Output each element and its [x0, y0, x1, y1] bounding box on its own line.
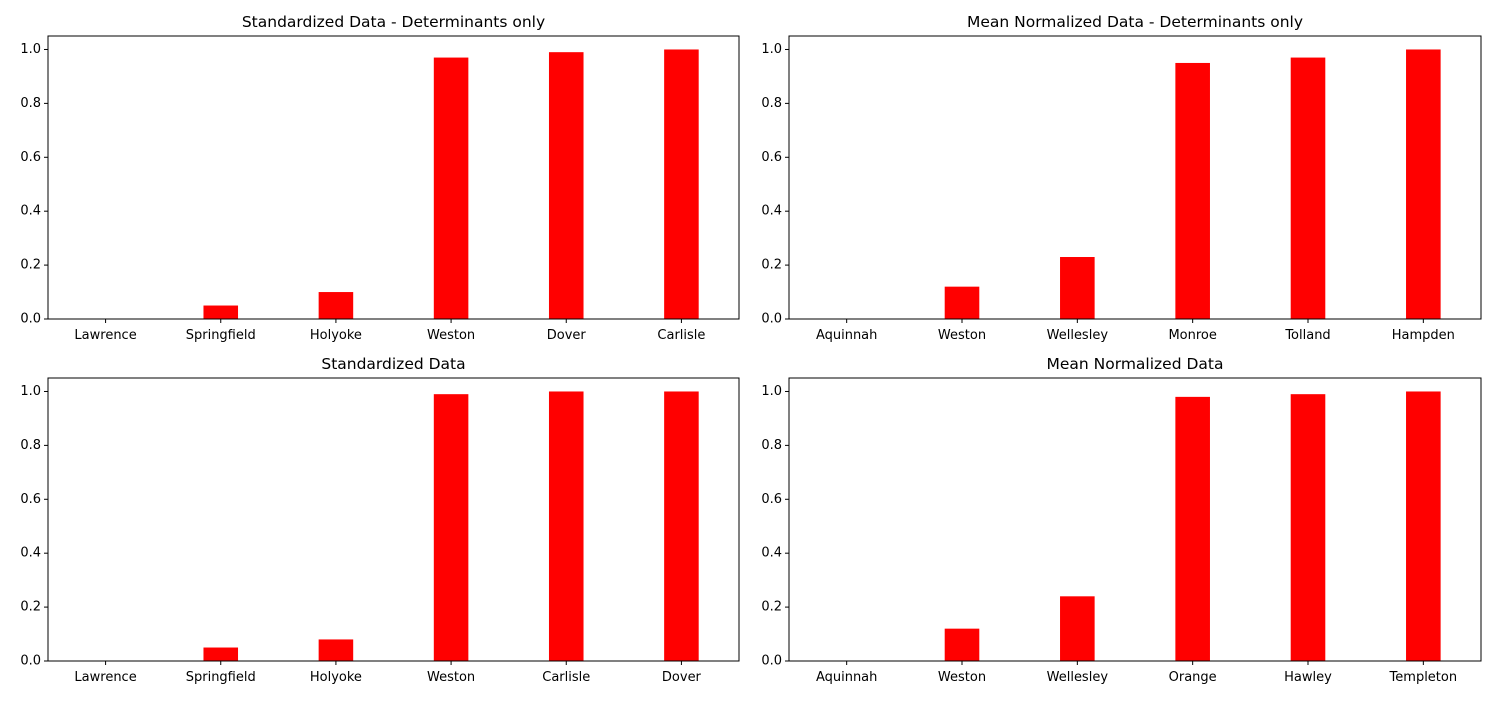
- bar-hawley: [1290, 394, 1326, 661]
- y-tick-label: 0.0: [761, 312, 782, 327]
- subplot-3: 0.0 0.2 0.4 0.6 0.8 1.0 Lawrence Springfield Hol…: [20, 355, 740, 685]
- x-tick-label: Weston: [938, 328, 986, 343]
- x-tick-label: Hawley: [1284, 670, 1332, 685]
- y-tick-label: 0.8: [20, 96, 41, 111]
- bar-weston: [433, 57, 469, 320]
- x-tick-label: Holyoke: [310, 670, 362, 685]
- y-tick-label: 0.2: [20, 600, 41, 615]
- y-tick-label: 0.8: [761, 438, 782, 453]
- x-tick-label: Aquinnah: [816, 328, 877, 343]
- x-tick-label: Weston: [427, 670, 475, 685]
- x-tick-label: Tolland: [1284, 328, 1330, 343]
- bar-templeton: [1406, 391, 1441, 661]
- x-tick-label: Carlisle: [657, 328, 705, 343]
- x-tick-label: Springfield: [186, 328, 256, 343]
- bar-holyoke: [318, 292, 354, 319]
- y-tick-label: 0.6: [761, 150, 782, 165]
- x-tick-label: Monroe: [1168, 328, 1216, 343]
- axes-frame: [47, 377, 740, 662]
- x-tick-label: Weston: [427, 328, 475, 343]
- y-tick-label: 0.4: [761, 546, 782, 561]
- x-tick-label: Lawrence: [74, 328, 136, 343]
- chart-title: Standardized Data - Determinants only: [242, 13, 545, 31]
- y-tick-label: 0.0: [761, 654, 782, 669]
- subplot-1: 0.0 0.2 0.4 0.6 0.8 1.0 Lawrence Springfield Hol…: [20, 13, 740, 343]
- chart-title: Mean Normalized Data: [1047, 355, 1224, 373]
- y-tick-label: 1.0: [20, 384, 41, 399]
- y-tick-label: 0.8: [20, 438, 41, 453]
- y-tick-label: 0.6: [761, 492, 782, 507]
- bar-tolland: [1290, 57, 1326, 320]
- subplot-2: 0.0 0.2 0.4 0.6 0.8 1.0 Aquinnah Weston Wellesle…: [761, 13, 1482, 343]
- chart-title: Mean Normalized Data - Determinants only: [967, 13, 1303, 31]
- bar-hampden: [1406, 49, 1441, 319]
- y-tick-label: 0.0: [20, 654, 41, 669]
- bar-wellesley: [1060, 257, 1095, 319]
- y-tick-label: 0.6: [20, 492, 41, 507]
- bar-weston: [433, 394, 469, 661]
- bar-monroe: [1175, 62, 1210, 319]
- y-tick-label: 1.0: [761, 384, 782, 399]
- axes-frame: [788, 377, 1482, 662]
- x-tick-label: Weston: [938, 670, 986, 685]
- bar-orange: [1175, 396, 1210, 661]
- bar-carlisle: [548, 391, 584, 661]
- x-tick-label: Hampden: [1392, 328, 1455, 343]
- bar-dover: [548, 52, 584, 320]
- x-tick-label: Holyoke: [310, 328, 362, 343]
- x-tick-label: Dover: [662, 670, 702, 685]
- x-tick-label: Carlisle: [542, 670, 590, 685]
- subplot-4: 0.0 0.2 0.4 0.6 0.8 1.0 Aquinnah Weston Wellesle…: [761, 355, 1482, 685]
- x-tick-label: Aquinnah: [816, 670, 877, 685]
- x-tick-label: Wellesley: [1047, 328, 1109, 343]
- bar-springfield: [203, 305, 239, 319]
- axes-frame: [47, 35, 740, 320]
- bar-carlisle: [664, 49, 699, 319]
- x-tick-label: Orange: [1169, 670, 1217, 685]
- bar-dover: [664, 391, 699, 661]
- y-tick-label: 0.2: [20, 258, 41, 273]
- axes-frame: [788, 35, 1482, 320]
- chart-title: Standardized Data: [321, 355, 465, 373]
- y-tick-label: 1.0: [20, 42, 41, 57]
- x-tick-label: Dover: [547, 328, 587, 343]
- y-tick-label: 0.4: [20, 204, 41, 219]
- x-tick-label: Templeton: [1389, 670, 1458, 685]
- y-tick-label: 1.0: [761, 42, 782, 57]
- y-tick-label: 0.8: [761, 96, 782, 111]
- bar-weston: [944, 628, 980, 661]
- y-tick-label: 0.4: [20, 546, 41, 561]
- bar-weston: [944, 286, 980, 319]
- x-tick-label: Wellesley: [1047, 670, 1109, 685]
- y-tick-label: 0.4: [761, 204, 782, 219]
- bar-holyoke: [318, 639, 354, 661]
- bar-springfield: [203, 647, 239, 661]
- y-tick-label: 0.2: [761, 600, 782, 615]
- y-tick-label: 0.0: [20, 312, 41, 327]
- x-tick-label: Lawrence: [74, 670, 136, 685]
- bar-wellesley: [1060, 596, 1095, 661]
- y-tick-label: 0.6: [20, 150, 41, 165]
- x-tick-label: Springfield: [186, 670, 256, 685]
- y-tick-label: 0.2: [761, 258, 782, 273]
